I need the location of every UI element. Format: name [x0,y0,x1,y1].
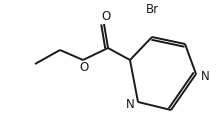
Text: O: O [79,61,89,74]
Text: N: N [126,98,135,110]
Text: O: O [101,10,111,23]
Text: N: N [201,70,210,82]
Text: Br: Br [145,3,158,16]
